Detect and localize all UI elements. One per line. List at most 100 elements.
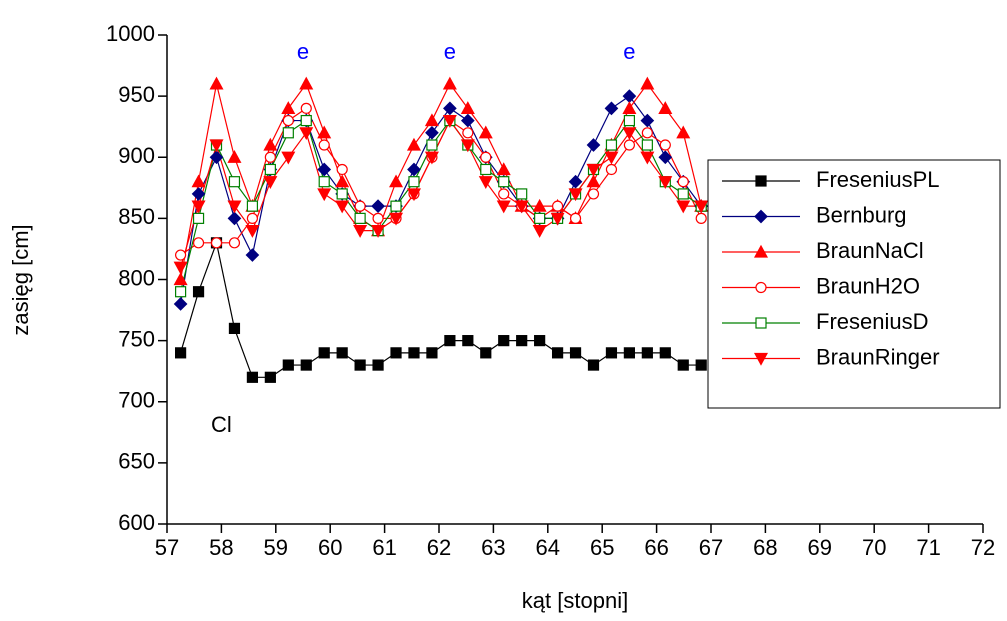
annotation: Cl: [211, 412, 232, 437]
marker: [408, 176, 420, 188]
marker: [694, 200, 709, 214]
marker: [460, 139, 475, 153]
x-tick-label: 69: [808, 535, 832, 560]
x-tick-label: 71: [916, 535, 940, 560]
marker: [695, 359, 707, 371]
marker: [175, 347, 187, 359]
marker: [532, 225, 547, 238]
annotation: e: [444, 39, 456, 64]
marker: [444, 335, 456, 347]
marker: [586, 138, 601, 152]
marker: [192, 286, 205, 298]
marker: [282, 114, 294, 127]
y-axis-label: zasięg [cm]: [8, 224, 33, 335]
marker: [263, 176, 278, 189]
marker: [605, 347, 618, 359]
marker: [498, 188, 510, 200]
marker: [460, 113, 475, 128]
marker: [425, 125, 439, 140]
marker: [426, 139, 438, 151]
marker: [532, 198, 547, 212]
y-tick-label: 850: [118, 204, 155, 229]
x-tick-label: 57: [155, 535, 179, 560]
marker: [426, 347, 438, 359]
marker: [228, 176, 241, 188]
marker: [604, 151, 619, 165]
marker: [299, 127, 314, 141]
marker: [568, 188, 583, 202]
marker: [209, 150, 224, 165]
annotation: e: [297, 39, 309, 64]
marker: [605, 163, 618, 176]
marker: [568, 174, 583, 189]
marker: [658, 176, 673, 189]
marker: [406, 137, 421, 151]
y-tick-label: 700: [118, 388, 155, 413]
marker: [209, 139, 224, 153]
marker: [480, 151, 492, 163]
x-tick-label: 67: [699, 535, 723, 560]
marker: [677, 176, 689, 188]
marker: [676, 200, 691, 214]
marker: [658, 150, 673, 165]
marker: [569, 212, 582, 224]
marker: [228, 237, 241, 249]
marker: [534, 335, 546, 347]
marker: [587, 188, 600, 200]
y-tick-label: 900: [118, 143, 155, 168]
marker: [550, 212, 565, 226]
marker: [245, 225, 260, 238]
marker: [335, 174, 350, 188]
marker: [569, 347, 582, 359]
marker: [372, 212, 384, 224]
y-tick-label: 600: [118, 510, 155, 535]
marker: [175, 249, 187, 261]
marker: [227, 200, 242, 214]
series-line: [180, 107, 702, 256]
x-tick-label: 60: [318, 535, 342, 560]
x-tick-label: 72: [971, 535, 995, 560]
marker: [317, 162, 332, 177]
marker: [586, 163, 601, 177]
marker: [586, 174, 601, 188]
marker: [300, 359, 312, 371]
marker: [622, 127, 637, 141]
marker: [264, 163, 276, 176]
marker: [754, 209, 768, 224]
y-tick-label: 650: [118, 449, 155, 474]
marker: [516, 335, 528, 347]
marker: [676, 125, 691, 139]
marker: [318, 176, 330, 188]
marker: [516, 188, 528, 200]
marker: [480, 347, 492, 359]
legend-label: Bernburg: [816, 202, 907, 227]
marker: [478, 176, 493, 189]
marker: [210, 237, 223, 249]
marker: [246, 200, 259, 212]
marker: [622, 89, 637, 103]
annotation: e: [623, 39, 635, 64]
marker: [460, 101, 475, 114]
marker: [677, 359, 689, 371]
y-tick-label: 950: [118, 82, 155, 107]
marker: [640, 76, 655, 90]
marker: [755, 317, 767, 329]
marker: [245, 248, 260, 262]
marker: [659, 139, 671, 151]
marker: [641, 347, 653, 359]
marker: [641, 139, 653, 151]
x-tick-label: 61: [372, 535, 396, 560]
legend-label: BraunRinger: [816, 344, 940, 369]
marker: [175, 286, 187, 298]
marker: [424, 113, 439, 127]
legend-label: BraunH2O: [816, 273, 920, 298]
x-tick-label: 62: [427, 535, 451, 560]
marker: [281, 101, 296, 114]
marker: [191, 174, 206, 188]
legend-label: FreseniusPL: [816, 167, 940, 192]
marker: [753, 352, 769, 366]
x-tick-label: 58: [209, 535, 233, 560]
marker: [551, 200, 564, 212]
x-tick-label: 65: [590, 535, 614, 560]
marker: [695, 212, 707, 224]
